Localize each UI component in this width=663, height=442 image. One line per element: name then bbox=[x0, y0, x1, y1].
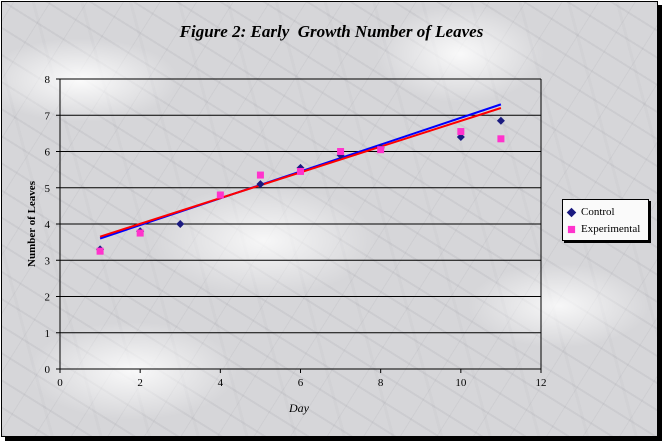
square-marker-icon bbox=[567, 225, 576, 233]
legend-item-control: Control bbox=[566, 204, 615, 220]
x-tick-label-8: 8 bbox=[378, 377, 384, 389]
legend-item-experimental: Experimental bbox=[567, 221, 640, 237]
point-experimental-1 bbox=[136, 229, 144, 237]
x-axis-label: Day bbox=[288, 401, 310, 415]
legend-label-experimental: Experimental bbox=[581, 223, 641, 235]
point-experimental-2 bbox=[216, 191, 224, 199]
y-tick-label-3: 3 bbox=[45, 255, 51, 267]
y-tick-label-5: 5 bbox=[45, 183, 51, 195]
x-tick-label-4: 4 bbox=[218, 377, 224, 389]
point-experimental-8 bbox=[497, 135, 505, 143]
y-tick-label-0: 0 bbox=[45, 364, 51, 376]
point-experimental-6 bbox=[377, 146, 385, 154]
x-tick-label-6: 6 bbox=[298, 377, 304, 389]
point-experimental-0 bbox=[96, 247, 104, 255]
data-points bbox=[96, 116, 505, 255]
point-experimental-5 bbox=[337, 148, 345, 155]
y-tick-label-6: 6 bbox=[45, 147, 51, 159]
legend-label-control: Control bbox=[581, 206, 615, 218]
legend: Control Experimental bbox=[562, 199, 649, 241]
y-tick-label-4: 4 bbox=[45, 219, 51, 231]
point-control-3 bbox=[256, 180, 265, 189]
chart-title: Figure 2: Early Growth Number of Leaves bbox=[179, 22, 484, 41]
point-control-8 bbox=[496, 116, 505, 125]
y-axis-label: Number of Leaves bbox=[26, 180, 38, 267]
point-experimental-4 bbox=[297, 167, 304, 175]
x-tick-label-12: 12 bbox=[536, 377, 547, 389]
y-tick-label-8: 8 bbox=[45, 74, 51, 86]
y-tick-label-7: 7 bbox=[45, 110, 51, 122]
point-control-2 bbox=[176, 220, 185, 228]
x-tick-label-0: 0 bbox=[57, 377, 63, 389]
point-experimental-3 bbox=[256, 171, 264, 179]
point-experimental-7 bbox=[457, 128, 465, 136]
grid-lines bbox=[60, 78, 541, 334]
diamond-marker-icon bbox=[566, 207, 577, 217]
axes bbox=[56, 78, 542, 373]
chart-frame bbox=[1, 1, 658, 437]
y-tick-label-2: 2 bbox=[45, 292, 51, 304]
x-tick-label-2: 2 bbox=[137, 377, 143, 389]
y-tick-label-1: 1 bbox=[45, 328, 51, 340]
x-tick-label-10: 10 bbox=[455, 377, 467, 389]
